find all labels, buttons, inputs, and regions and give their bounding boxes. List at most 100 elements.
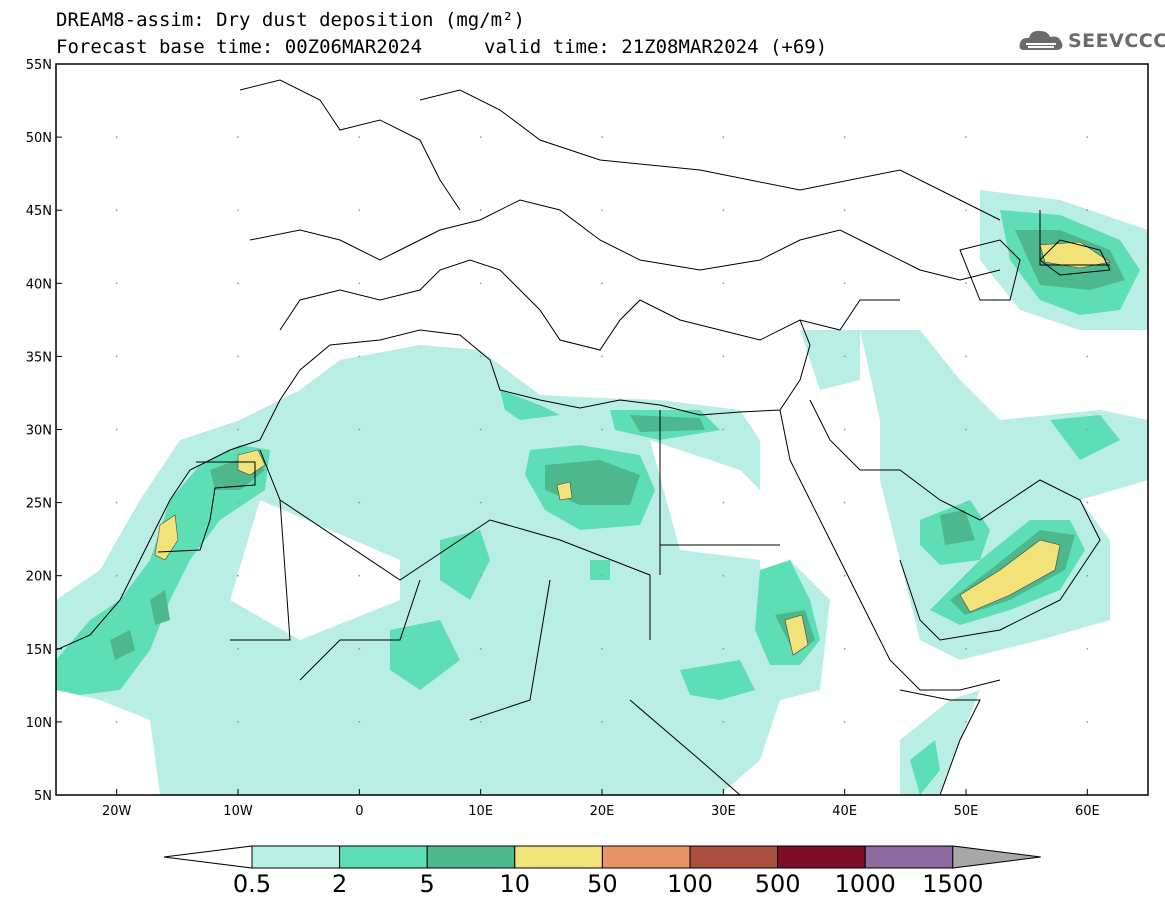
grid-dot [358, 721, 361, 723]
grid-dot [601, 721, 603, 723]
colorbar-label: 10 [499, 870, 531, 898]
graticule-dots [115, 136, 1089, 723]
grid-dot [965, 136, 967, 139]
grid-dot [722, 209, 725, 212]
grid-dot [237, 501, 239, 504]
grid-dot [843, 355, 846, 358]
cloud-icon [1019, 30, 1063, 50]
colorbar-segment [251, 845, 341, 869]
grid-dot [843, 574, 846, 577]
lat-tick-label: 25N [26, 497, 52, 512]
lat-tick-label: 15N [26, 643, 52, 658]
grid-dot [237, 209, 239, 212]
colorbar [163, 845, 1041, 869]
grid-dot [237, 428, 239, 431]
lon-tick-label: 10W [223, 804, 253, 819]
colorbar-segment [514, 845, 603, 869]
valid-time: valid time: 21Z08MAR2024 (+69) [484, 36, 828, 58]
lon-tick-label: 20E [590, 804, 615, 819]
grid-dot [358, 209, 361, 212]
grid-dot [479, 647, 482, 650]
map-title: DREAM8-assim: Dry dust deposition (mg/m²… [56, 9, 525, 31]
grid-dot [965, 647, 967, 650]
grid-dot [843, 209, 846, 212]
grid-dot [1086, 501, 1089, 504]
colorbar-label: 500 [754, 870, 801, 898]
grid-dot [601, 355, 603, 358]
grid-dot [843, 721, 846, 723]
grid-dot [479, 501, 482, 504]
grid-dot [115, 501, 118, 504]
grid-dot [479, 209, 482, 212]
lat-tick-label: 20N [26, 570, 52, 585]
colorbar-label: 1000 [834, 870, 896, 898]
grid-dot [115, 574, 118, 577]
grid-dot [358, 428, 361, 431]
grid-dot [722, 355, 725, 358]
lon-tick-label: 20W [102, 804, 132, 819]
grid-dot [1086, 647, 1089, 650]
colorbar-below-arrow [163, 845, 253, 869]
grid-dot [479, 574, 482, 577]
grid-dot [965, 355, 967, 358]
lon-tick-label: 30E [711, 804, 736, 819]
grid-dot [601, 428, 603, 431]
grid-dot [115, 428, 118, 431]
grid-dot [479, 721, 482, 723]
grid-dot [1086, 428, 1089, 431]
grid-dot [237, 647, 239, 650]
grid-dot [601, 282, 603, 285]
grid-dot [479, 355, 482, 358]
lat-tick-label: 35N [26, 350, 52, 365]
latitude-axis: 55N 50N 45N 40N 35N 30N 25N 20N 15N 10N 5N [26, 58, 62, 804]
grid-dot [479, 282, 482, 285]
grid-dot [358, 574, 361, 577]
longitude-axis: 20W 10W 0 10E 20E 30E 40E 50E 60E [102, 789, 1100, 819]
lat-tick-label: 45N [26, 204, 52, 219]
grid-dot [237, 355, 239, 358]
grid-dot [722, 136, 725, 139]
colorbar-segment [689, 845, 779, 869]
grid-dot [237, 136, 239, 139]
grid-dot [1086, 574, 1089, 577]
grid-dot [601, 136, 603, 139]
colorbar-segment [601, 845, 691, 869]
grid-dot [1086, 355, 1089, 358]
grid-dot [843, 136, 846, 139]
grid-dot [237, 282, 239, 285]
colorbar-above-arrow [952, 845, 1041, 869]
grid-dot [601, 574, 603, 577]
grid-dot [843, 647, 846, 650]
grid-dot [358, 501, 361, 504]
grid-dot [115, 647, 118, 650]
grid-dot [965, 574, 967, 577]
colorbar-segment [864, 845, 954, 869]
colorbar-label: 2 [331, 870, 348, 898]
grid-dot [722, 501, 725, 504]
colorbar-segment [426, 845, 516, 869]
colorbar-segment [339, 845, 428, 869]
lon-tick-label: 50E [954, 804, 979, 819]
coastlines [56, 79, 1111, 795]
grid-dot [722, 721, 725, 723]
lat-tick-label: 50N [26, 131, 52, 146]
grid-dot [358, 355, 361, 358]
grid-dot [843, 282, 846, 285]
grid-dot [115, 355, 118, 358]
lon-tick-label: 60E [1075, 804, 1100, 819]
grid-dot [237, 574, 239, 577]
grid-dot [965, 282, 967, 285]
lon-tick-label: 10E [468, 804, 493, 819]
colorbar-segment [777, 845, 866, 869]
grid-dot [479, 428, 482, 431]
lat-tick-label: 40N [26, 277, 52, 292]
grid-dot [965, 501, 967, 504]
grid-dot [1086, 282, 1089, 285]
grid-dot [115, 721, 118, 723]
colorbar-label: 0.5 [232, 870, 272, 898]
grid-dot [479, 136, 482, 139]
logo-text: SEEVCCC [1068, 30, 1165, 52]
colorbar-label: 5 [419, 870, 435, 898]
grid-dot [115, 136, 118, 139]
